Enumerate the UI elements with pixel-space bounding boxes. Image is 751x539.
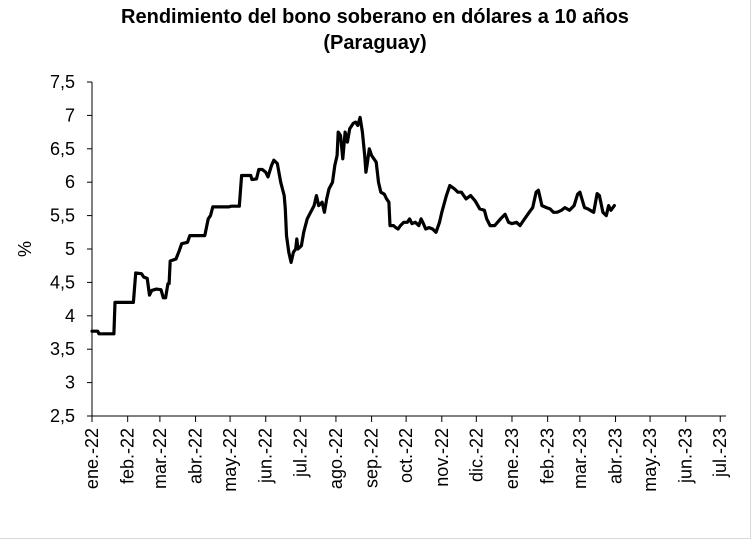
y-tick-label: 7,5 (50, 72, 75, 92)
x-tick-label: feb.-22 (118, 428, 138, 484)
y-axis-title: % (15, 241, 35, 257)
x-tick-label: abr.-23 (606, 428, 626, 484)
chart-subtitle: (Paraguay) (323, 32, 427, 54)
x-tick-label: jul.-22 (290, 428, 310, 478)
y-tick-label: 4 (65, 306, 75, 326)
y-tick-label: 6,5 (50, 139, 75, 159)
x-axis: ene.-22 feb.-22 mar.-22 abr.-22 may.-22 jun.-… (82, 415, 730, 492)
x-tick-label: nov.-22 (432, 428, 452, 487)
x-tick-label: mar.-23 (570, 428, 590, 489)
x-tick-label: oct.-22 (396, 428, 416, 483)
y-tick-label: 6 (65, 172, 75, 192)
chart-title-block: Rendimiento del bono soberano en dólares… (0, 4, 750, 56)
y-tick-label: 5,5 (50, 206, 75, 226)
x-tick-label: jul.-23 (710, 428, 730, 478)
x-tick-label: feb.-23 (538, 428, 558, 484)
y-tick-label: 5 (65, 239, 75, 259)
x-tick-label: sep.-22 (362, 428, 382, 488)
y-tick-label: 3 (65, 373, 75, 393)
x-tick-label: abr.-22 (186, 428, 206, 484)
x-tick-label: ene.-23 (502, 428, 522, 489)
x-tick-label: may.-23 (640, 428, 660, 492)
y-tick-label: 7 (65, 105, 75, 125)
x-tick-label: may.-22 (220, 428, 240, 492)
series-layer (90, 115, 617, 336)
x-tick-label: dic.-22 (466, 428, 486, 482)
y-axis: 2,5 3 3,5 4 4,5 5 5,5 6 6,5 7 7,5 (50, 72, 93, 426)
series-line (90, 115, 617, 336)
y-tick-label: 3,5 (50, 339, 75, 359)
x-tick-label: jun.-23 (676, 428, 696, 484)
y-tick-label: 2,5 (50, 406, 75, 426)
x-tick-label: ago.-22 (326, 428, 346, 489)
chart-title: Rendimiento del bono soberano en dólares… (121, 6, 629, 28)
x-tick-label: ene.-22 (82, 428, 102, 489)
x-tick-label: jun.-22 (256, 428, 276, 484)
x-tick-label: mar.-22 (150, 428, 170, 489)
y-tick-label: 4,5 (50, 272, 75, 292)
